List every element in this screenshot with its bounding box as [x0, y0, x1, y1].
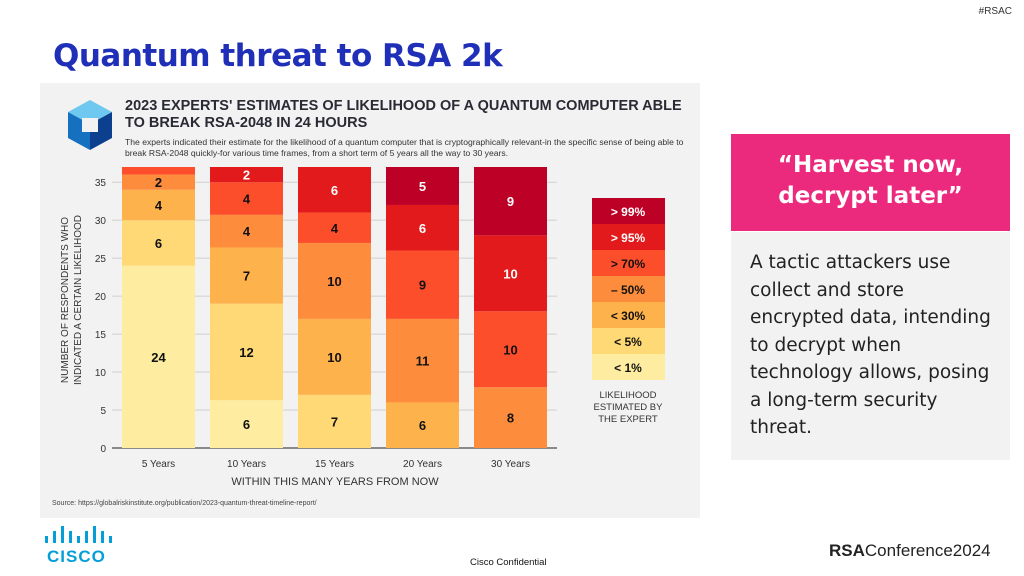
chart-title: 2023 EXPERTS' ESTIMATES OF LIKELIHOOD OF…	[125, 98, 682, 131]
bar-value-label: 6	[331, 183, 338, 198]
legend-label: > 70%	[611, 257, 646, 271]
bar-segment	[474, 387, 547, 448]
rsa-conference-logo: RSAConference2024	[829, 541, 991, 561]
x-tick-label: 30 Years	[491, 459, 530, 470]
bar-value-label: 9	[419, 278, 426, 293]
bar-segment	[298, 242, 371, 319]
bar-segment	[122, 189, 195, 221]
chart-subtitle: The experts indicated their estimate for…	[125, 137, 684, 158]
bar-value-label: 5	[419, 179, 426, 194]
cisco-logo: CISCO	[47, 547, 106, 566]
bar-value-label: 10	[327, 274, 341, 289]
bar-value-label: 10	[503, 266, 517, 281]
rsa-text: RSA	[829, 541, 865, 560]
legend-swatch	[592, 276, 665, 302]
x-tick-label: 10 Years	[227, 459, 266, 470]
y-tick-label: 30	[95, 216, 107, 227]
bar-segment	[386, 204, 459, 251]
year-text: 2024	[952, 541, 991, 560]
bar-value-label: 4	[243, 192, 251, 207]
legend-title-line: THE EXPERT	[598, 414, 658, 425]
hashtag: #RSAC	[978, 6, 1012, 17]
bar-segment	[474, 167, 547, 236]
conference-text: Conference	[864, 541, 953, 560]
legend-swatch	[592, 354, 665, 380]
legend-title-line: LIKELIHOOD	[599, 390, 656, 401]
bar-value-label: 6	[419, 418, 426, 433]
x-tick-label: 20 Years	[403, 459, 442, 470]
bar-segment	[298, 318, 371, 395]
legend-label: < 5%	[614, 335, 642, 349]
bar-segment	[122, 174, 195, 190]
legend-label: > 99%	[611, 205, 646, 219]
legend-swatch	[592, 328, 665, 354]
y-tick-label: 10	[95, 368, 107, 379]
x-axis-label: WITHIN THIS MANY YEARS FROM NOW	[231, 476, 439, 488]
bar-segment	[386, 402, 459, 448]
y-tick-label: 35	[95, 178, 107, 189]
bar-value-label: 7	[243, 269, 250, 284]
bar-value-label: 4	[243, 224, 251, 239]
legend-title-line: ESTIMATED BY	[594, 402, 664, 413]
bar-value-label: 8	[507, 411, 514, 426]
bar-segment	[386, 167, 459, 205]
source-note: Source: https://globalriskinstitute.org/…	[52, 500, 317, 507]
bar-segment	[210, 247, 283, 304]
bar-segment	[122, 167, 195, 175]
bar-segment	[386, 318, 459, 403]
legend-label: > 95%	[611, 231, 646, 245]
cisco-bars-icon	[45, 526, 112, 543]
legend-swatch	[592, 302, 665, 328]
bar-value-label: 2	[155, 175, 162, 190]
bar-value-label: 10	[503, 342, 517, 357]
bar-value-label: 24	[151, 350, 166, 365]
bar-value-label: 4	[155, 198, 163, 213]
bar-value-label: 9	[507, 194, 514, 209]
bar-segment	[210, 400, 283, 448]
legend-swatch	[592, 250, 665, 276]
bar-segment	[298, 212, 371, 243]
x-tick-label: 15 Years	[315, 459, 354, 470]
bar-value-label: 4	[331, 221, 339, 236]
y-tick-label: 5	[100, 406, 106, 417]
x-tick-label: 5 Years	[142, 459, 175, 470]
bar-segment	[386, 250, 459, 319]
bar-segment	[474, 235, 547, 312]
bar-value-label: 2	[243, 168, 250, 183]
quantum-logo-icon	[68, 100, 112, 150]
legend-label: – 50%	[611, 283, 645, 297]
callout-body: A tactic attackers use collect and store…	[731, 232, 1010, 460]
bar-segment	[122, 220, 195, 266]
bar-segment	[210, 182, 283, 215]
y-axis-label-line2: INDICATED A CERTAIN LIKELIHOOD	[73, 215, 84, 385]
page-title: Quantum threat to RSA 2k	[53, 38, 503, 74]
bar-segment	[298, 167, 371, 213]
bar-segment	[210, 167, 283, 183]
legend-label: < 30%	[611, 309, 646, 323]
y-axis-label-line1: NUMBER OF RESPONDENTS WHO	[60, 217, 71, 383]
bar-value-label: 7	[331, 414, 338, 429]
y-tick-label: 15	[95, 330, 107, 341]
bar-segment	[210, 303, 283, 401]
y-tick-label: 25	[95, 254, 107, 265]
bar-value-label: 10	[327, 350, 341, 365]
bar-value-label: 6	[243, 417, 250, 432]
callout-quote: “Harvest now, decrypt later”	[731, 134, 1010, 231]
bar-segment	[298, 394, 371, 448]
legend-swatch	[592, 224, 665, 250]
bar-value-label: 12	[239, 345, 253, 360]
legend-swatch	[592, 198, 665, 224]
confidential-label: Cisco Confidential	[470, 557, 547, 568]
bar-value-label: 11	[416, 354, 430, 369]
bar-segment	[474, 311, 547, 388]
y-tick-label: 0	[100, 444, 106, 455]
legend-label: < 1%	[614, 361, 642, 375]
y-tick-label: 20	[95, 292, 107, 303]
bar-value-label: 6	[419, 221, 426, 236]
bar-value-label: 6	[155, 236, 162, 251]
bar-segment	[210, 214, 283, 248]
bar-segment	[122, 265, 195, 448]
